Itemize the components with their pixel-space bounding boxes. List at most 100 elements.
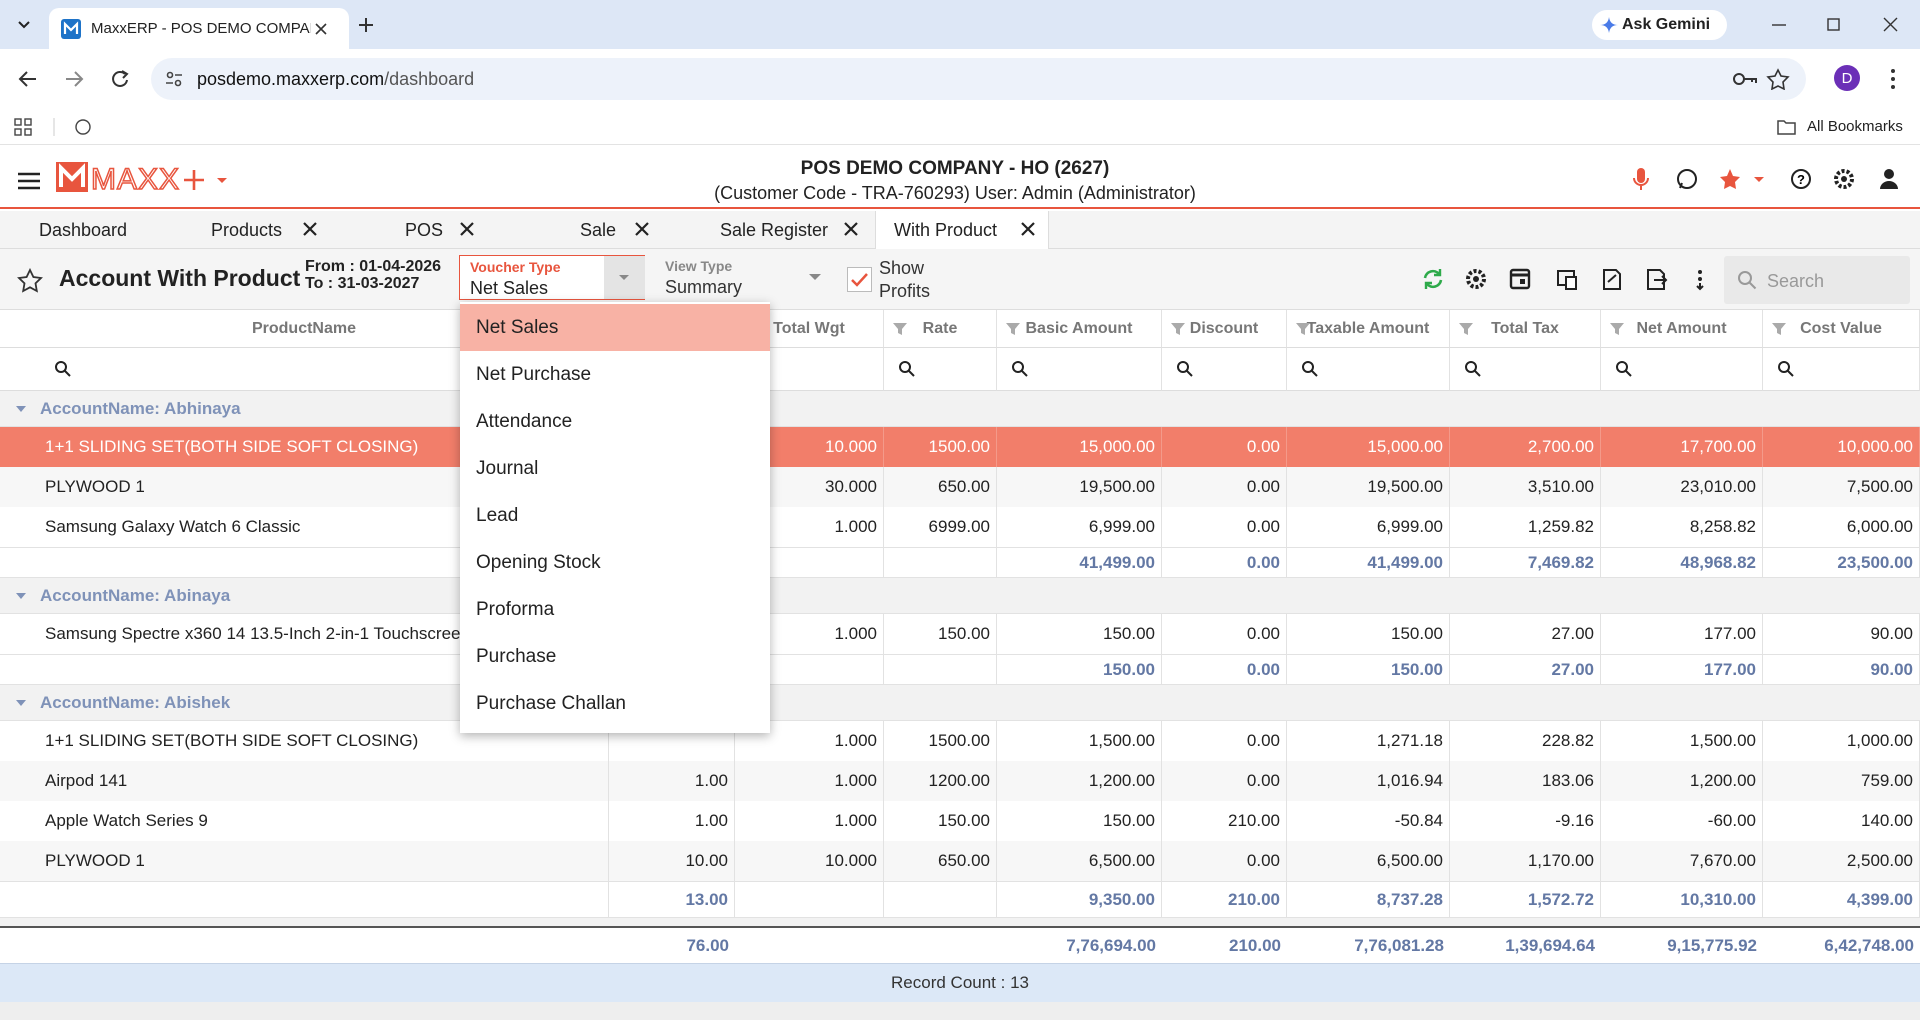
cell: 650.00: [884, 467, 997, 507]
toolbar-actions[interactable]: [1420, 266, 1715, 292]
filter-search[interactable]: [1176, 360, 1194, 378]
data-row[interactable]: PLYWOOD 1 30.000 650.00 19,500.00 0.00 19,500…: [0, 467, 1920, 507]
group-row[interactable]: AccountName: Abishek: [0, 685, 1920, 721]
cell-value: 6999.00: [928, 517, 990, 536]
header-cell: Basic Amount: [997, 310, 1162, 348]
cell-value: 1500.00: [928, 731, 990, 750]
data-row[interactable]: Samsung Spectre x360 14 13.5-Inch 2-in-1…: [0, 614, 1920, 654]
tab-label[interactable]: Products: [211, 220, 283, 240]
nav-buttons[interactable]: [16, 67, 146, 91]
cell-value: 76.00: [686, 935, 729, 955]
column-filter[interactable]: [1295, 321, 1311, 337]
column-filter[interactable]: [1609, 321, 1625, 337]
tab-label[interactable]: POS: [405, 220, 444, 240]
cell: 0.00: [1162, 548, 1287, 577]
data-row[interactable]: Airpod 141 1.00 1.000 1200.00 1,200.00 0.00 1,…: [0, 761, 1920, 801]
tab-close[interactable]: [458, 220, 476, 238]
search-box[interactable]: Search: [1724, 256, 1910, 304]
filter-search[interactable]: [54, 360, 72, 378]
tab-label[interactable]: Sale: [580, 220, 617, 240]
group-toggle[interactable]: [14, 589, 28, 603]
dropdown-option[interactable]: Proforma: [476, 598, 555, 620]
dropdown-option[interactable]: Purchase: [476, 645, 557, 667]
url-actions[interactable]: [1733, 68, 1793, 90]
bookmark-icons[interactable]: [14, 117, 104, 137]
tab-label[interactable]: Sale Register: [720, 220, 829, 240]
data-row[interactable]: 1+1 SLIDING SET(BOTH SIDE SOFT CLOSING) 1…: [0, 427, 1920, 467]
tab-close[interactable]: [842, 220, 860, 238]
show-profits-checkbox[interactable]: [847, 267, 872, 292]
group-toggle[interactable]: [14, 402, 28, 416]
cell: 17,700.00: [1601, 427, 1763, 467]
dropdown-option[interactable]: Net Sales: [460, 304, 770, 351]
filter-search[interactable]: [1615, 360, 1633, 378]
dropdown-option[interactable]: Purchase Challan: [476, 692, 626, 714]
cell: -50.84: [1287, 801, 1450, 841]
cell: [884, 928, 997, 963]
filter-cell: [1763, 348, 1920, 391]
cell: 7,500.00: [1763, 467, 1920, 507]
dropdown-option[interactable]: Attendance: [476, 410, 573, 432]
tab-close[interactable]: [633, 220, 651, 238]
url-field[interactable]: posdemo.maxxerp.com/dashboard: [151, 58, 1806, 100]
tab-close[interactable]: [301, 220, 319, 238]
data-row[interactable]: Apple Watch Series 9 1.00 1.000 150.00 150.0…: [0, 801, 1920, 841]
column-header: ProductName: [251, 319, 357, 337]
data-row[interactable]: Samsung Galaxy Watch 6 Classic 1.000 6999.…: [0, 507, 1920, 547]
cell: 7,469.82: [1450, 548, 1601, 577]
tab-close[interactable]: [1019, 220, 1037, 238]
dropdown-option[interactable]: Net Purchase: [476, 363, 592, 385]
all-bookmarks[interactable]: All Bookmarks: [1807, 118, 1903, 135]
new-tab[interactable]: [356, 15, 376, 35]
column-filter[interactable]: [1458, 321, 1474, 337]
view-type-select[interactable]: View Type Summary: [655, 255, 835, 300]
column-filter[interactable]: [892, 321, 908, 337]
logo-text[interactable]: MAXX: [90, 162, 181, 197]
cell-value: 177.00: [1704, 624, 1756, 643]
tab-label[interactable]: Dashboard: [39, 220, 128, 240]
group-row[interactable]: AccountName: Abhinaya: [0, 391, 1920, 427]
data-row[interactable]: 1+1 SLIDING SET(BOTH SIDE SOFT CLOSING) 1…: [0, 721, 1920, 761]
column-filter[interactable]: [1771, 321, 1787, 337]
column-filter[interactable]: [1170, 321, 1186, 337]
cell-value: 6,42,748.00: [1824, 935, 1914, 955]
cell-value: 1,500.00: [1088, 731, 1155, 750]
cell: 48,968.82: [1601, 548, 1763, 577]
cell: 150.00: [997, 614, 1162, 654]
quick-add[interactable]: [183, 168, 233, 192]
filter-search[interactable]: [1777, 360, 1795, 378]
header-actions[interactable]: ?: [1628, 166, 1918, 194]
filter-search[interactable]: [1464, 360, 1482, 378]
column-filter[interactable]: [1005, 321, 1021, 337]
browser-menu[interactable]: [1885, 67, 1901, 91]
site-info[interactable]: [165, 70, 183, 88]
group-toggle[interactable]: [14, 696, 28, 710]
profile-avatar[interactable]: D: [1834, 65, 1860, 91]
cell: PLYWOOD 1: [0, 841, 609, 881]
gemini-button[interactable]: Ask Gemini: [1592, 10, 1727, 40]
hamburger-menu[interactable]: [17, 171, 41, 191]
dropdown-option[interactable]: Lead: [476, 504, 519, 526]
cell-value: 6,999.00: [1376, 517, 1443, 536]
window-controls[interactable]: [1770, 14, 1920, 36]
dropdown-option[interactable]: Opening Stock: [476, 551, 601, 573]
cell-value: 1.000: [834, 517, 877, 536]
voucher-type-label: Voucher Type: [470, 259, 561, 275]
group-row[interactable]: AccountName: Abinaya: [0, 578, 1920, 614]
favorite-star[interactable]: [17, 268, 43, 294]
filter-search[interactable]: [898, 360, 916, 378]
voucher-type-select[interactable]: Voucher Type Net Sales: [459, 255, 645, 300]
cell-value: -9.16: [1555, 811, 1594, 830]
data-row[interactable]: PLYWOOD 1 10.00 10.000 650.00 6,500.00 0.00 6,…: [0, 841, 1920, 881]
filter-search[interactable]: [1301, 360, 1319, 378]
header-row: ProductName Total Wgt Rate Basic Amount Disc…: [0, 310, 1920, 348]
filter-search[interactable]: [1011, 360, 1029, 378]
dropdown-option[interactable]: Journal: [476, 457, 539, 479]
browser-tab[interactable]: MaxxERP - POS DEMO COMPAN: [49, 8, 349, 49]
group-row[interactable]: AccountName: Abstract Traders: [0, 918, 1920, 926]
cell: 1,271.18: [1287, 721, 1450, 761]
product-name: Samsung Spectre x360 14 13.5-Inch 2-in-1…: [45, 624, 461, 643]
tab-search-button[interactable]: [14, 14, 34, 34]
tab-close[interactable]: [313, 21, 329, 37]
tab-label[interactable]: With Product: [894, 220, 998, 240]
